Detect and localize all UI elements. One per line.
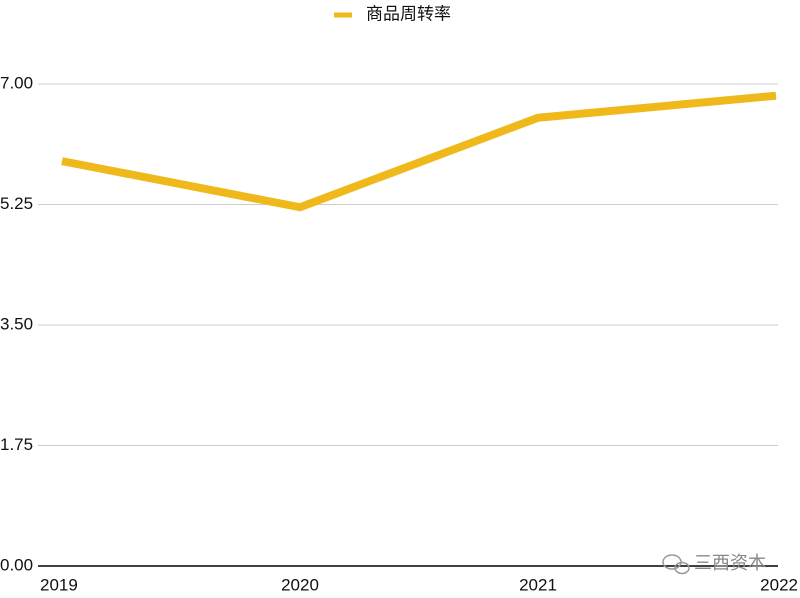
x-tick-label: 2020 (281, 575, 319, 594)
y-tick-label: 5.25 (0, 194, 33, 213)
y-tick-label: 3.50 (0, 314, 33, 333)
y-tick-label: 7.00 (0, 73, 33, 92)
legend-label: 商品周转率 (366, 4, 451, 23)
plot: 0.00 1.75 3.50 5.25 7.00 2019 2020 2021 2022 商品周转… (0, 4, 798, 594)
x-tick-label: 2022 (760, 575, 798, 594)
watermark-text: 三酉资本 (694, 553, 766, 573)
data-line (61, 91, 777, 212)
y-tick-label: 0.00 (0, 555, 33, 574)
watermark-icon (662, 554, 682, 570)
watermark-icon (674, 561, 690, 575)
legend-item: 商品周转率 (334, 4, 451, 23)
x-tick-label: 2019 (40, 575, 78, 594)
y-tick-label: 1.75 (0, 435, 33, 454)
x-tick-label: 2021 (519, 575, 557, 594)
watermark: 三酉资本 (662, 553, 766, 575)
